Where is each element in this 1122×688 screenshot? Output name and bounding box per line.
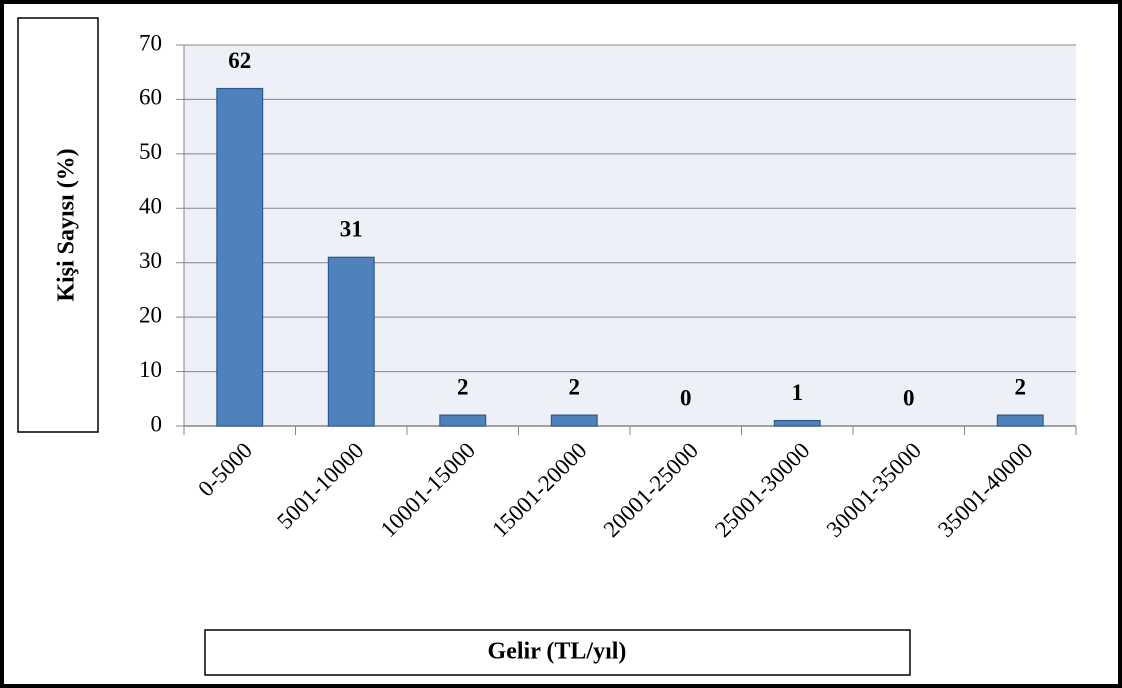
- x-axis-title: Gelir (TL/yıl): [488, 639, 627, 665]
- y-tick-label: 70: [139, 30, 162, 55]
- data-label: 2: [457, 374, 469, 399]
- y-tick-label: 10: [139, 357, 162, 382]
- data-label: 31: [340, 217, 363, 242]
- bar: [439, 414, 487, 427]
- bar: [773, 419, 821, 427]
- data-label: 2: [569, 374, 581, 399]
- y-tick-label: 0: [151, 411, 163, 436]
- y-tick-label: 30: [139, 248, 162, 273]
- y-tick-label: 40: [139, 194, 162, 219]
- bar: [550, 414, 598, 427]
- bar: [996, 414, 1044, 427]
- y-tick-label: 60: [139, 85, 162, 110]
- bar: [327, 256, 375, 427]
- data-label: 0: [680, 385, 692, 410]
- x-label-box: [204, 629, 911, 676]
- plot-area: [184, 45, 1076, 426]
- data-label: 0: [903, 385, 915, 410]
- y-tick-label: 20: [139, 302, 162, 327]
- data-label: 2: [1015, 374, 1027, 399]
- y-tick-label: 50: [139, 139, 162, 164]
- y-label-box: [17, 17, 99, 433]
- data-label: 62: [228, 48, 251, 73]
- bar: [216, 87, 264, 427]
- y-axis-title: Kişi Sayısı (%): [54, 148, 80, 301]
- data-label: 1: [792, 380, 804, 405]
